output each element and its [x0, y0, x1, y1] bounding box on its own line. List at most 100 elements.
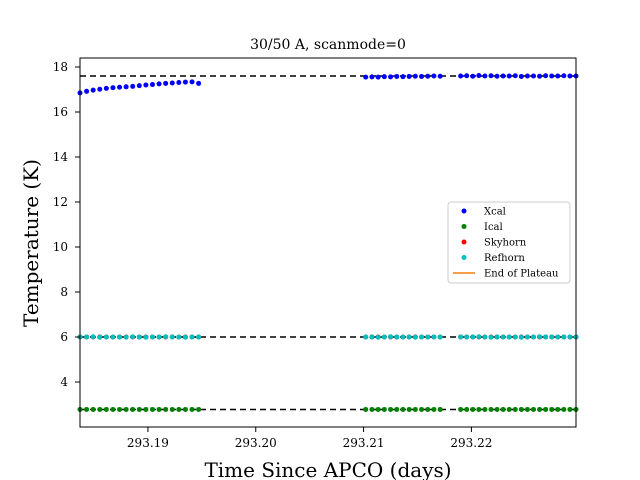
- data-point: [169, 406, 175, 412]
- data-point: [369, 334, 375, 340]
- data-point: [425, 334, 431, 340]
- data-point: [381, 74, 387, 80]
- data-point: [524, 73, 530, 79]
- data-point: [512, 406, 518, 412]
- data-point: [494, 73, 500, 79]
- x-tick-label: 293.20: [235, 436, 277, 450]
- data-point: [375, 334, 381, 340]
- data-point: [406, 73, 412, 79]
- legend: Xcal Ical Skyhorn Refhorn End of Plateau: [447, 201, 571, 284]
- data-point: [464, 334, 470, 340]
- y-tick-label: 18: [53, 60, 68, 74]
- data-point: [149, 334, 155, 340]
- legend-label: Ical: [484, 222, 503, 233]
- data-point: [97, 86, 103, 92]
- series-refhorn: [77, 334, 579, 340]
- data-point: [458, 406, 464, 412]
- data-point: [512, 73, 518, 79]
- legend-label: Xcal: [484, 207, 506, 218]
- data-point: [130, 406, 136, 412]
- series-ical: [77, 406, 579, 412]
- data-point: [388, 334, 394, 340]
- data-point: [189, 79, 195, 85]
- data-point: [524, 406, 530, 412]
- data-point: [506, 73, 512, 79]
- data-point: [476, 334, 482, 340]
- data-point: [419, 406, 425, 412]
- x-tick-label: 293.19: [127, 436, 169, 450]
- data-point: [549, 73, 555, 79]
- x-axis-label: Time Since APCO (days): [204, 458, 451, 480]
- data-point: [381, 406, 387, 412]
- data-point: [394, 406, 400, 412]
- data-point: [176, 80, 182, 86]
- data-point: [500, 334, 506, 340]
- data-point: [425, 406, 431, 412]
- data-point: [90, 406, 96, 412]
- data-point: [117, 406, 123, 412]
- data-point: [400, 334, 406, 340]
- data-point: [464, 406, 470, 412]
- data-point: [470, 73, 476, 79]
- legend-label: Skyhorn: [484, 238, 527, 249]
- data-point: [518, 334, 524, 340]
- data-point: [555, 73, 561, 79]
- legend-swatch: [461, 208, 467, 214]
- data-point: [169, 80, 175, 86]
- y-tick-label: 14: [53, 150, 69, 164]
- data-point: [543, 406, 549, 412]
- data-point: [182, 334, 188, 340]
- plot-area: [77, 73, 579, 412]
- data-point: [84, 406, 90, 412]
- data-point: [189, 406, 195, 412]
- x-axis: 293.19 293.20 293.21 293.22: [127, 427, 492, 450]
- data-point: [524, 334, 530, 340]
- data-point: [470, 334, 476, 340]
- legend-item: Ical: [461, 222, 503, 233]
- legend-box: [447, 201, 571, 284]
- data-point: [381, 334, 387, 340]
- data-point: [530, 406, 536, 412]
- data-point: [163, 406, 169, 412]
- data-point: [555, 334, 561, 340]
- data-point: [110, 334, 116, 340]
- data-point: [90, 334, 96, 340]
- data-point: [476, 406, 482, 412]
- data-point: [537, 73, 543, 79]
- data-point: [431, 334, 437, 340]
- data-point: [130, 83, 136, 89]
- data-point: [419, 334, 425, 340]
- data-point: [117, 334, 123, 340]
- data-point: [176, 406, 182, 412]
- data-point: [437, 73, 443, 79]
- data-point: [196, 334, 202, 340]
- data-point: [400, 406, 406, 412]
- y-axis-label: Temperature (K): [19, 159, 43, 327]
- legend-label: End of Plateau: [484, 269, 559, 280]
- data-point: [567, 334, 573, 340]
- data-point: [375, 406, 381, 412]
- data-point: [156, 406, 162, 412]
- data-point: [143, 334, 149, 340]
- data-point: [482, 334, 488, 340]
- chart-title: 30/50 A, scanmode=0: [250, 37, 406, 53]
- data-point: [394, 73, 400, 79]
- legend-item: Refhorn: [461, 253, 525, 264]
- data-point: [561, 406, 567, 412]
- data-point: [169, 334, 175, 340]
- data-point: [103, 406, 109, 412]
- data-point: [406, 334, 412, 340]
- data-point: [567, 406, 573, 412]
- data-point: [561, 73, 567, 79]
- legend-label: Refhorn: [484, 253, 525, 264]
- data-point: [149, 406, 155, 412]
- data-point: [476, 73, 482, 79]
- y-tick-label: 16: [53, 105, 68, 119]
- data-point: [543, 73, 549, 79]
- data-point: [110, 406, 116, 412]
- data-point: [500, 406, 506, 412]
- data-point: [458, 73, 464, 79]
- data-point: [555, 406, 561, 412]
- data-point: [549, 406, 555, 412]
- data-point: [406, 406, 412, 412]
